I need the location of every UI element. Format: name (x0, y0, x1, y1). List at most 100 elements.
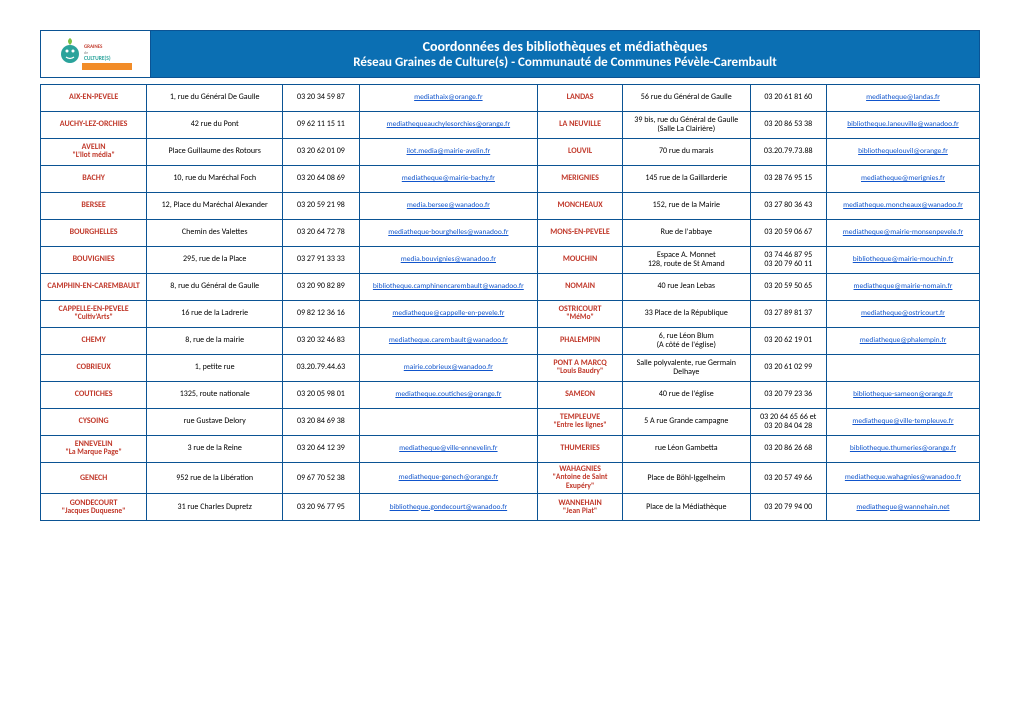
email-link[interactable]: mediatheque.coutiches@orange.fr (395, 390, 501, 399)
library-address: rue Gustave Delory (147, 409, 283, 436)
library-name: MERIGNIES (538, 166, 623, 193)
email-link[interactable]: mediathaix@orange.fr (414, 93, 482, 102)
table-row: ENNEVELIN"La Marque Page"3 rue de la Rei… (41, 436, 980, 463)
library-email: ilot.media@mairie-avelin.fr (359, 139, 537, 166)
email-link[interactable]: mediatheque@wannehain.net (856, 503, 949, 512)
email-link[interactable]: mediatheque.moncheaux@wanadoo.fr (843, 201, 963, 210)
library-email: bibliotheque.gondecourt@wanadoo.fr (359, 494, 537, 521)
library-email: media.bouvignies@wanadoo.fr (359, 247, 537, 274)
library-phone: 03 20 32 46 83 (283, 328, 359, 355)
email-link[interactable]: mairie.cobrieux@wanadoo.fr (404, 363, 493, 372)
library-email: mediatheque@mairie-bachy.fr (359, 166, 537, 193)
library-email: mediatheque@ville-ennevelin.fr (359, 436, 537, 463)
email-link[interactable]: mediatheque@mairie-bachy.fr (402, 174, 495, 183)
email-link[interactable]: mediatheque@ostricourt.fr (861, 309, 945, 318)
library-email: mediatheque@ville-templeuve.fr (826, 409, 979, 436)
email-link[interactable]: mediatheque-bourghelles@wanadoo.fr (388, 228, 508, 237)
email-link[interactable]: mediatheque-genech@orange.fr (399, 473, 499, 482)
library-name: AUCHY-LEZ-ORCHIES (41, 112, 147, 139)
library-address: 70 rue du marais (623, 139, 750, 166)
library-address: 1, rue du Général De Gaulle (147, 85, 283, 112)
library-address: 6, rue Léon Blum(A côté de l'église) (623, 328, 750, 355)
library-name: COUTICHES (41, 382, 147, 409)
library-address: 152, rue de la Mairie (623, 193, 750, 220)
email-link[interactable]: bibliothequelouvil@orange.fr (858, 147, 948, 156)
email-link[interactable]: mediatheque@landas.fr (866, 93, 940, 102)
table-row: AIX-EN-PEVELE1, rue du Général De Gaulle… (41, 85, 980, 112)
library-address: 12, Place du Maréchal Alexander (147, 193, 283, 220)
library-address: 42 rue du Pont (147, 112, 283, 139)
library-name: AVELIN"L'Ilot média" (41, 139, 147, 166)
library-name: NOMAIN (538, 274, 623, 301)
table-row: GENECH952 rue de la Libération09 67 70 5… (41, 463, 980, 494)
library-name: LANDAS (538, 85, 623, 112)
table-row: COBRIEUX1, petite rue03.20.79.44.63mairi… (41, 355, 980, 382)
library-phone: 03 74 46 87 9503 20 79 60 11 (750, 247, 826, 274)
email-link[interactable]: mediatheque.carembault@wanadoo.fr (389, 336, 508, 345)
email-link[interactable]: bibliotheque.camphinencarembault@wanadoo… (373, 282, 524, 291)
library-name: GENECH (41, 463, 147, 494)
library-phone: 03 20 64 12 39 (283, 436, 359, 463)
table-row: CYSOINGrue Gustave Delory03 20 84 69 38T… (41, 409, 980, 436)
library-name: BOUVIGNIES (41, 247, 147, 274)
library-phone: 03 27 91 33 33 (283, 247, 359, 274)
library-name: THUMERIES (538, 436, 623, 463)
library-address: 40 rue de l'église (623, 382, 750, 409)
email-link[interactable]: ilot.media@mairie-avelin.fr (407, 147, 491, 156)
library-name: LOUVIL (538, 139, 623, 166)
logo-graines-cultures: GRAINES de CULTURE(S) (56, 36, 136, 72)
library-email: mairie.cobrieux@wanadoo.fr (359, 355, 537, 382)
email-link[interactable]: bibliotheque@mairie-mouchin.fr (853, 255, 953, 264)
library-email: bibliotheque-sameon@orange.fr (826, 382, 979, 409)
library-email: mediatheque@wannehain.net (826, 494, 979, 521)
library-name: ENNEVELIN"La Marque Page" (41, 436, 147, 463)
email-link[interactable]: mediatheque@merignies.fr (861, 174, 945, 183)
library-email: mediatheque.carembault@wanadoo.fr (359, 328, 537, 355)
table-row: CAPPELLE-EN-PEVELE"Cultiv'Arts"16 rue de… (41, 301, 980, 328)
email-link[interactable]: mediatheque@phalempin.fr (860, 336, 947, 345)
library-email: mediathaix@orange.fr (359, 85, 537, 112)
title-line-1: Coordonnées des bibliothèques et médiath… (423, 38, 708, 55)
email-link[interactable]: mediatheque@ville-templeuve.fr (852, 417, 953, 426)
library-name: PHALEMPIN (538, 328, 623, 355)
library-address: Salle polyvalente, rue Germain Delhaye (623, 355, 750, 382)
email-link[interactable]: mediatheque@ville-ennevelin.fr (399, 444, 497, 453)
library-phone: 03 20 96 77 95 (283, 494, 359, 521)
library-email: mediatheque@cappelle-en-pevele.fr (359, 301, 537, 328)
library-address: 39 bis, rue du Général de Gaulle(Salle L… (623, 112, 750, 139)
library-name: LA NEUVILLE (538, 112, 623, 139)
library-name: WANNEHAIN"Jean Piat" (538, 494, 623, 521)
library-phone: 03 20 59 50 65 (750, 274, 826, 301)
svg-text:GRAINES: GRAINES (84, 44, 103, 50)
library-phone: 03 28 76 95 15 (750, 166, 826, 193)
email-link[interactable]: mediatheque@mairie-monsenpevele.fr (843, 228, 963, 237)
table-row: BERSEE12, Place du Maréchal Alexander03 … (41, 193, 980, 220)
email-link[interactable]: mediatheque@cappelle-en-pevele.fr (392, 309, 504, 318)
library-phone: 03 27 89 81 37 (750, 301, 826, 328)
library-address: Place Guillaume des Rotours (147, 139, 283, 166)
email-link[interactable]: media.bersee@wanadoo.fr (407, 201, 490, 210)
library-name: MONCHEAUX (538, 193, 623, 220)
library-address: 40 rue Jean Lebas (623, 274, 750, 301)
title-line-2: Réseau Graines de Culture(s) - Communaut… (353, 55, 777, 70)
library-phone: 03 20 64 72 78 (283, 220, 359, 247)
library-name: BACHY (41, 166, 147, 193)
email-link[interactable]: bibliotheque.laneuville@wanadoo.fr (847, 120, 959, 129)
library-address: Rue de l'abbaye (623, 220, 750, 247)
library-phone: 03 20 64 08 69 (283, 166, 359, 193)
library-phone: 03 20 79 23 36 (750, 382, 826, 409)
library-name: WAHAGNIES"Antoine de Saint Exupéry" (538, 463, 623, 494)
table-row: COUTICHES1325, route nationale03 20 05 9… (41, 382, 980, 409)
table-row: AVELIN"L'Ilot média"Place Guillaume des … (41, 139, 980, 166)
library-address: 295, rue de la Place (147, 247, 283, 274)
library-phone: 03 20 62 01 09 (283, 139, 359, 166)
library-name: GONDECOURT"Jacques Duquesne" (41, 494, 147, 521)
library-address: Espace A. Monnet128, route de St Amand (623, 247, 750, 274)
email-link[interactable]: media.bouvignies@wanadoo.fr (401, 255, 496, 264)
email-link[interactable]: mediathequeauchylesorchies@orange.fr (387, 120, 510, 129)
email-link[interactable]: bibliotheque.gondecourt@wanadoo.fr (390, 503, 508, 512)
email-link[interactable]: bibliotheque.thumeries@orange.fr (850, 444, 956, 453)
email-link[interactable]: mediatheque.wahagnies@wanadoo.fr (845, 473, 961, 482)
email-link[interactable]: bibliotheque-sameon@orange.fr (853, 390, 953, 399)
email-link[interactable]: mediatheque@mairie-nomain.fr (854, 282, 953, 291)
